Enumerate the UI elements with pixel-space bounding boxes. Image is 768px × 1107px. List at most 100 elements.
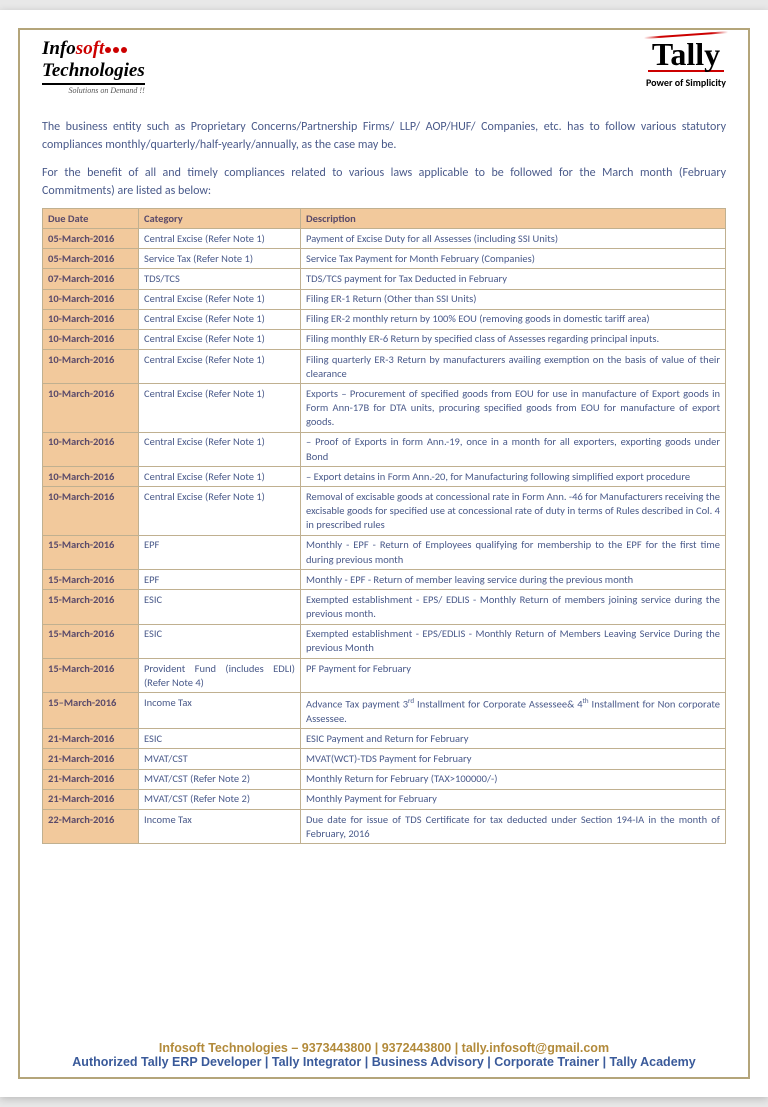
cell-description: Monthly - EPF - Return of member leaving… — [301, 570, 726, 590]
logo-tagline: Solutions on Demand !! — [42, 86, 145, 95]
cell-category: Central Excise (Refer Note 1) — [139, 350, 301, 384]
logo-tech: Technologies — [42, 60, 145, 85]
cell-description: Filing monthly ER-6 Return by specified … — [301, 329, 726, 349]
cell-description: Service Tax Payment for Month February (… — [301, 249, 726, 269]
cell-date: 15-March-2016 — [43, 535, 139, 569]
cell-category: Central Excise (Refer Note 1) — [139, 384, 301, 433]
cell-description: Due date for issue of TDS Certificate fo… — [301, 810, 726, 844]
cell-date: 15-March-2016 — [43, 659, 139, 693]
table-row: 21-March-2016MVAT/CST (Refer Note 2)Mont… — [43, 789, 726, 809]
table-row: 21-March-2016ESICESIC Payment and Return… — [43, 729, 726, 749]
footer-services: Authorized Tally ERP Developer | Tally I… — [42, 1055, 726, 1069]
cell-date: 10-March-2016 — [43, 432, 139, 466]
cell-category: Central Excise (Refer Note 1) — [139, 467, 301, 487]
intro-paragraph-2: For the benefit of all and timely compli… — [42, 164, 726, 200]
table-row: 10-March-2016Central Excise (Refer Note … — [43, 309, 726, 329]
col-description: Description — [301, 209, 726, 229]
cell-description: – Export detains in Form Ann.-20, for Ma… — [301, 467, 726, 487]
cell-description: Exempted establishment - EPS/ EDLIS - Mo… — [301, 590, 726, 624]
cell-description: Monthly - EPF - Return of Employees qual… — [301, 535, 726, 569]
logo-part2: soft — [76, 38, 105, 59]
cell-category: MVAT/CST — [139, 749, 301, 769]
cell-description: Filing quarterly ER-3 Return by manufact… — [301, 350, 726, 384]
cell-category: Central Excise (Refer Note 1) — [139, 309, 301, 329]
cell-category: Service Tax (Refer Note 1) — [139, 249, 301, 269]
cell-description: Payment of Excise Duty for all Assesses … — [301, 229, 726, 249]
cell-category: Income Tax — [139, 693, 301, 729]
cell-category: Central Excise (Refer Note 1) — [139, 432, 301, 466]
logo-part1: Info — [42, 38, 76, 59]
table-row: 10-March-2016Central Excise (Refer Note … — [43, 350, 726, 384]
col-category: Category — [139, 209, 301, 229]
cell-date: 15–March-2016 — [43, 693, 139, 729]
table-row: 10-March-2016Central Excise (Refer Note … — [43, 487, 726, 536]
table-row: 22-March-2016Income TaxDue date for issu… — [43, 810, 726, 844]
cell-date: 07-March-2016 — [43, 269, 139, 289]
table-row: 15-March-2016EPFMonthly - EPF - Return o… — [43, 535, 726, 569]
table-row: 10-March-2016Central Excise (Refer Note … — [43, 329, 726, 349]
cell-description: Exports – Procurement of specified goods… — [301, 384, 726, 433]
cell-description: Monthly Return for February (TAX>100000/… — [301, 769, 726, 789]
compliance-table: Due Date Category Description 05-March-2… — [42, 208, 726, 844]
footer: Infosoft Technologies – 9373443800 | 937… — [42, 1041, 726, 1069]
cell-date: 10-March-2016 — [43, 350, 139, 384]
cell-date: 15-March-2016 — [43, 570, 139, 590]
document-page: Infosoft Technologies Solutions on Deman… — [0, 10, 768, 1097]
tally-tagline: Power of Simplicity — [646, 76, 726, 89]
cell-description: TDS/TCS payment for Tax Deducted in Febr… — [301, 269, 726, 289]
header: Infosoft Technologies Solutions on Deman… — [42, 38, 726, 112]
table-row: 05-March-2016Central Excise (Refer Note … — [43, 229, 726, 249]
logo-dot-icon — [113, 47, 119, 53]
cell-description: Advance Tax payment 3rd Installment for … — [301, 693, 726, 729]
logo-dot-icon — [121, 47, 127, 53]
table-row: 15-March-2016ESICExempted establishment … — [43, 590, 726, 624]
infosoft-logo: Infosoft Technologies Solutions on Deman… — [42, 38, 145, 95]
table-row: 07-March-2016TDS/TCSTDS/TCS payment for … — [43, 269, 726, 289]
cell-date: 22-March-2016 — [43, 810, 139, 844]
cell-date: 10-March-2016 — [43, 487, 139, 536]
cell-category: Income Tax — [139, 810, 301, 844]
intro-paragraph-1: The business entity such as Proprietary … — [42, 118, 726, 154]
cell-description: Monthly Payment for February — [301, 789, 726, 809]
tally-name: Tally — [648, 38, 724, 72]
table-row: 21-March-2016MVAT/CSTMVAT(WCT)-TDS Payme… — [43, 749, 726, 769]
cell-date: 10-March-2016 — [43, 329, 139, 349]
table-body: 05-March-2016Central Excise (Refer Note … — [43, 229, 726, 844]
cell-category: Central Excise (Refer Note 1) — [139, 487, 301, 536]
table-row: 10-March-2016Central Excise (Refer Note … — [43, 467, 726, 487]
cell-description: MVAT(WCT)-TDS Payment for February — [301, 749, 726, 769]
cell-category: EPF — [139, 535, 301, 569]
footer-contact: Infosoft Technologies – 9373443800 | 937… — [42, 1041, 726, 1055]
cell-date: 21-March-2016 — [43, 789, 139, 809]
tally-logo: Tally Power of Simplicity — [646, 38, 726, 89]
cell-category: TDS/TCS — [139, 269, 301, 289]
cell-date: 10-March-2016 — [43, 384, 139, 433]
cell-category: Central Excise (Refer Note 1) — [139, 329, 301, 349]
cell-category: Central Excise (Refer Note 1) — [139, 229, 301, 249]
cell-description: – Proof of Exports in form Ann.-19, once… — [301, 432, 726, 466]
cell-date: 10-March-2016 — [43, 467, 139, 487]
cell-description: Exempted establishment - EPS/EDLIS - Mon… — [301, 624, 726, 658]
table-row: 10-March-2016Central Excise (Refer Note … — [43, 289, 726, 309]
cell-category: MVAT/CST (Refer Note 2) — [139, 769, 301, 789]
table-row: 15-March-2016ESICExempted establishment … — [43, 624, 726, 658]
table-row: 15-March-2016Provident Fund (includes ED… — [43, 659, 726, 693]
table-row: 15-March-2016EPFMonthly - EPF - Return o… — [43, 570, 726, 590]
cell-date: 21-March-2016 — [43, 729, 139, 749]
cell-category: Provident Fund (includes EDLI) (Refer No… — [139, 659, 301, 693]
cell-category: EPF — [139, 570, 301, 590]
cell-date: 05-March-2016 — [43, 249, 139, 269]
logo-dot-icon — [105, 47, 111, 53]
table-row: 05-March-2016Service Tax (Refer Note 1)S… — [43, 249, 726, 269]
cell-category: ESIC — [139, 729, 301, 749]
cell-description: ESIC Payment and Return for February — [301, 729, 726, 749]
cell-category: ESIC — [139, 590, 301, 624]
col-due-date: Due Date — [43, 209, 139, 229]
table-header-row: Due Date Category Description — [43, 209, 726, 229]
cell-description: Filing ER-2 monthly return by 100% EOU (… — [301, 309, 726, 329]
table-row: 10-March-2016Central Excise (Refer Note … — [43, 384, 726, 433]
table-row: 15–March-2016Income TaxAdvance Tax payme… — [43, 693, 726, 729]
cell-date: 15-March-2016 — [43, 624, 139, 658]
cell-date: 21-March-2016 — [43, 749, 139, 769]
cell-description: Filing ER-1 Return (Other than SSI Units… — [301, 289, 726, 309]
